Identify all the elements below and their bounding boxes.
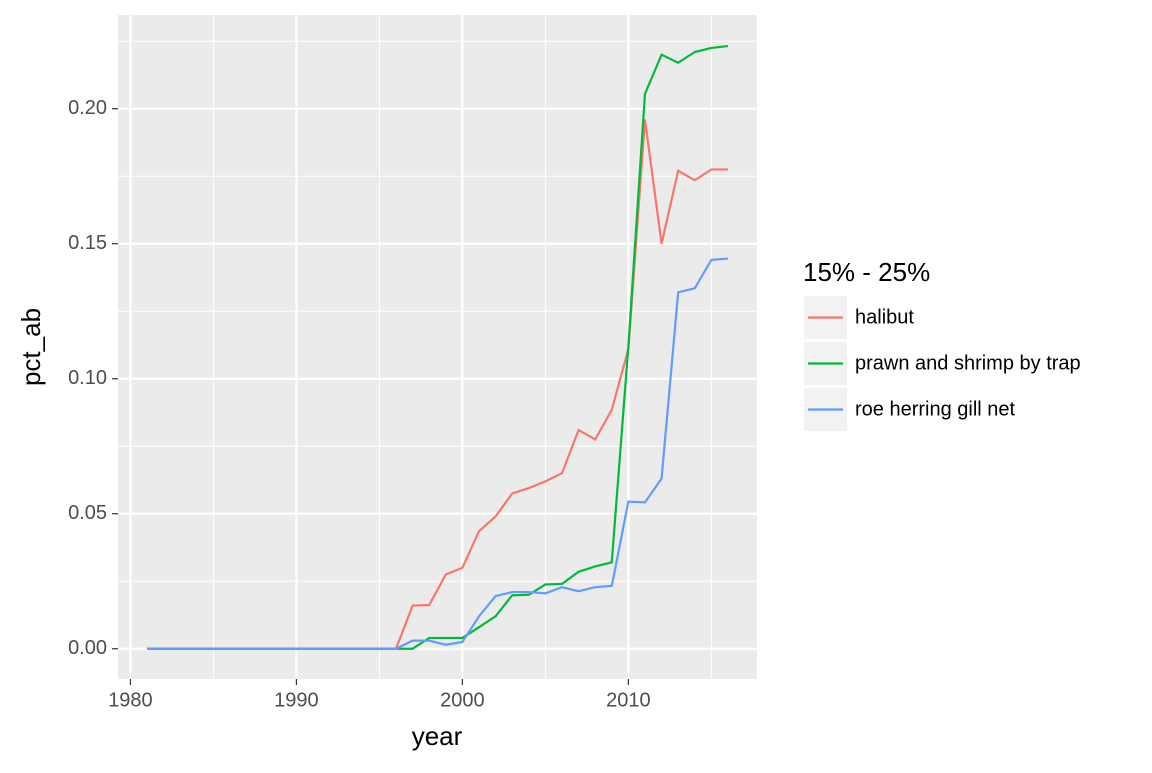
x-tick-label: 1990 [274,689,319,711]
x-axis-title: year [412,721,463,751]
legend-label: prawn and shrimp by trap [855,352,1081,374]
y-tick-label: 0.10 [68,367,107,389]
x-tick-label: 2010 [606,689,651,711]
data-line [147,257,729,650]
y-tick-label: 0.05 [68,502,107,524]
panel [118,15,757,679]
x-tick-label: 1980 [108,689,153,711]
y-tick-label: 0.20 [68,97,107,119]
y-tick-label: 0.15 [68,232,107,254]
y-axis-title: pct_ab [16,308,46,386]
y-tick-label: 0.00 [68,637,107,659]
legend-title: 15% - 25% [803,257,930,287]
x-tick-label: 2000 [440,689,485,711]
legend-label: halibut [855,306,914,328]
legend-label: roe herring gill net [855,398,1016,420]
